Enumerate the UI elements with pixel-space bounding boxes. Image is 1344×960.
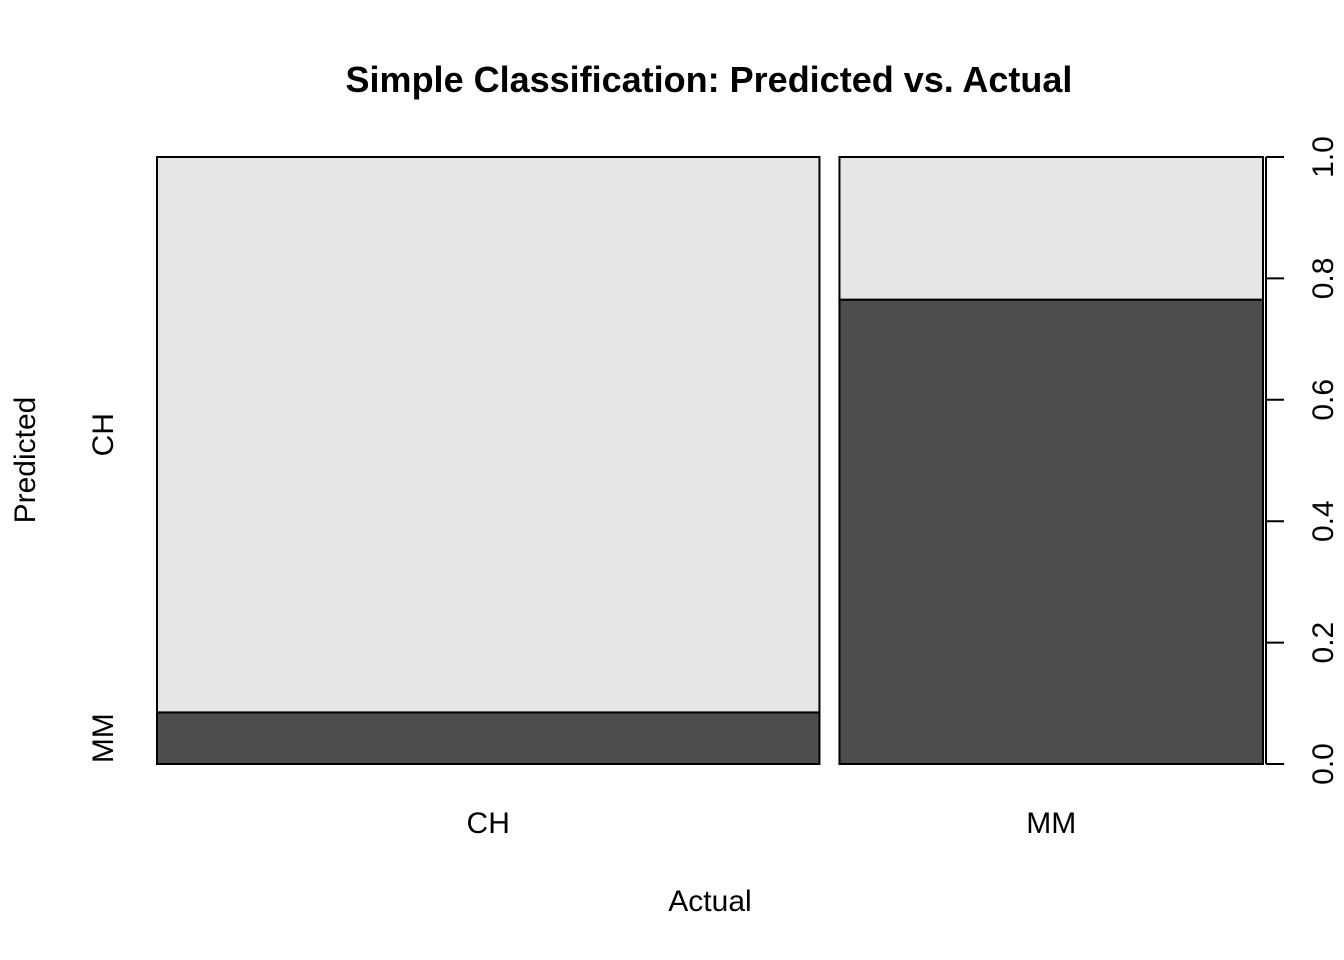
x-category-label-mm: MM <box>1026 807 1076 840</box>
right-axis-tick-label: 0.2 <box>1307 622 1340 664</box>
mosaic-cell-mm-ch <box>838 156 1265 301</box>
right-axis-tick-label: 0.6 <box>1307 379 1340 421</box>
category-labels: CH MM MM CH <box>87 413 1076 840</box>
right-axis-tick-label: 0.4 <box>1307 500 1340 542</box>
chart-title: Simple Classification: Predicted vs. Act… <box>346 59 1073 100</box>
y-category-label-mm: MM <box>87 713 120 763</box>
right-axis-tick-label: 1.0 <box>1307 136 1340 178</box>
x-axis-label: Actual <box>668 885 751 918</box>
mosaic-cell-mm-mm <box>838 298 1265 765</box>
mosaic-cells <box>156 156 1265 766</box>
y-category-label-ch: CH <box>87 413 120 456</box>
mosaic-cell-ch-ch <box>156 156 821 714</box>
x-category-label-ch: CH <box>467 807 510 840</box>
mosaic-cell-ch-mm <box>156 711 821 766</box>
right-axis-tick-label: 0.8 <box>1307 258 1340 300</box>
right-axis-tick-label: 0.0 <box>1307 743 1340 785</box>
right-axis: 0.0 0.2 0.4 0.6 0.8 1.0 <box>1265 136 1340 785</box>
y-axis-label: Predicted <box>9 397 42 524</box>
